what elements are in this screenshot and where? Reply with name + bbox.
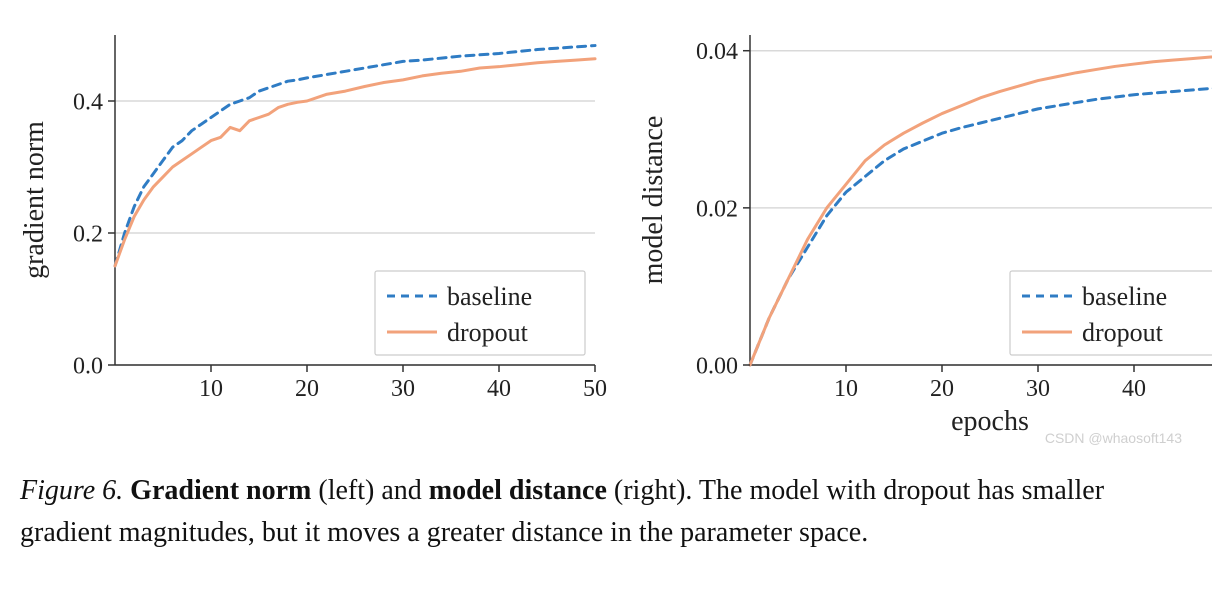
left-chart-wrap: 10 20 30 40 50 0.0 0.2 0.4 gradient norm baseline…	[20, 20, 610, 410]
ytick-label: 0.04	[696, 39, 738, 65]
xtick-label: 10	[199, 376, 223, 402]
figure-label: Figure 6.	[20, 475, 123, 506]
legend-label-dropout: dropout	[447, 318, 529, 347]
ytick-label: 0.00	[696, 353, 738, 379]
ytick-label: 0.02	[696, 196, 738, 222]
ytick-label: 0.4	[73, 89, 103, 115]
legend-label-dropout: dropout	[1082, 318, 1164, 347]
xtick-label: 30	[1026, 376, 1050, 402]
y-axis-label: gradient norm	[20, 121, 50, 279]
right-chart-wrap: 10203040500.000.020.04model distanceepoc…	[640, 20, 1212, 450]
x-axis-label: epochs	[951, 406, 1029, 437]
legend-label-baseline: baseline	[1082, 282, 1167, 311]
legend-label-baseline: baseline	[447, 282, 532, 311]
y-axis-label: model distance	[640, 116, 669, 285]
caption-mid-1: (left) and	[318, 475, 428, 506]
gradient-norm-chart: 10 20 30 40 50 0.0 0.2 0.4 gradient norm baseline…	[20, 20, 610, 410]
xtick-label: 20	[930, 376, 954, 402]
xtick-label: 10	[834, 376, 858, 402]
caption-bold-2: model distance	[429, 475, 607, 506]
charts-row: 10 20 30 40 50 0.0 0.2 0.4 gradient norm baseline…	[20, 20, 1192, 450]
model-distance-chart: 10203040500.000.020.04model distanceepoc…	[640, 20, 1212, 450]
watermark: CSDN @whaosoft143	[1045, 430, 1182, 446]
figure-caption: Figure 6. Gradient norm (left) and model…	[20, 470, 1190, 554]
xtick-label: 20	[295, 376, 319, 402]
legend: baseline dropout	[375, 271, 585, 355]
xtick-label: 50	[583, 376, 607, 402]
xtick-label: 30	[391, 376, 415, 402]
caption-bold-1: Gradient norm	[130, 475, 311, 506]
legend: baseline dropout	[1010, 271, 1212, 355]
ytick-label: 0.2	[73, 221, 103, 247]
xtick-label: 40	[487, 376, 511, 402]
ytick-label: 0.0	[73, 353, 103, 379]
xtick-label: 40	[1122, 376, 1146, 402]
